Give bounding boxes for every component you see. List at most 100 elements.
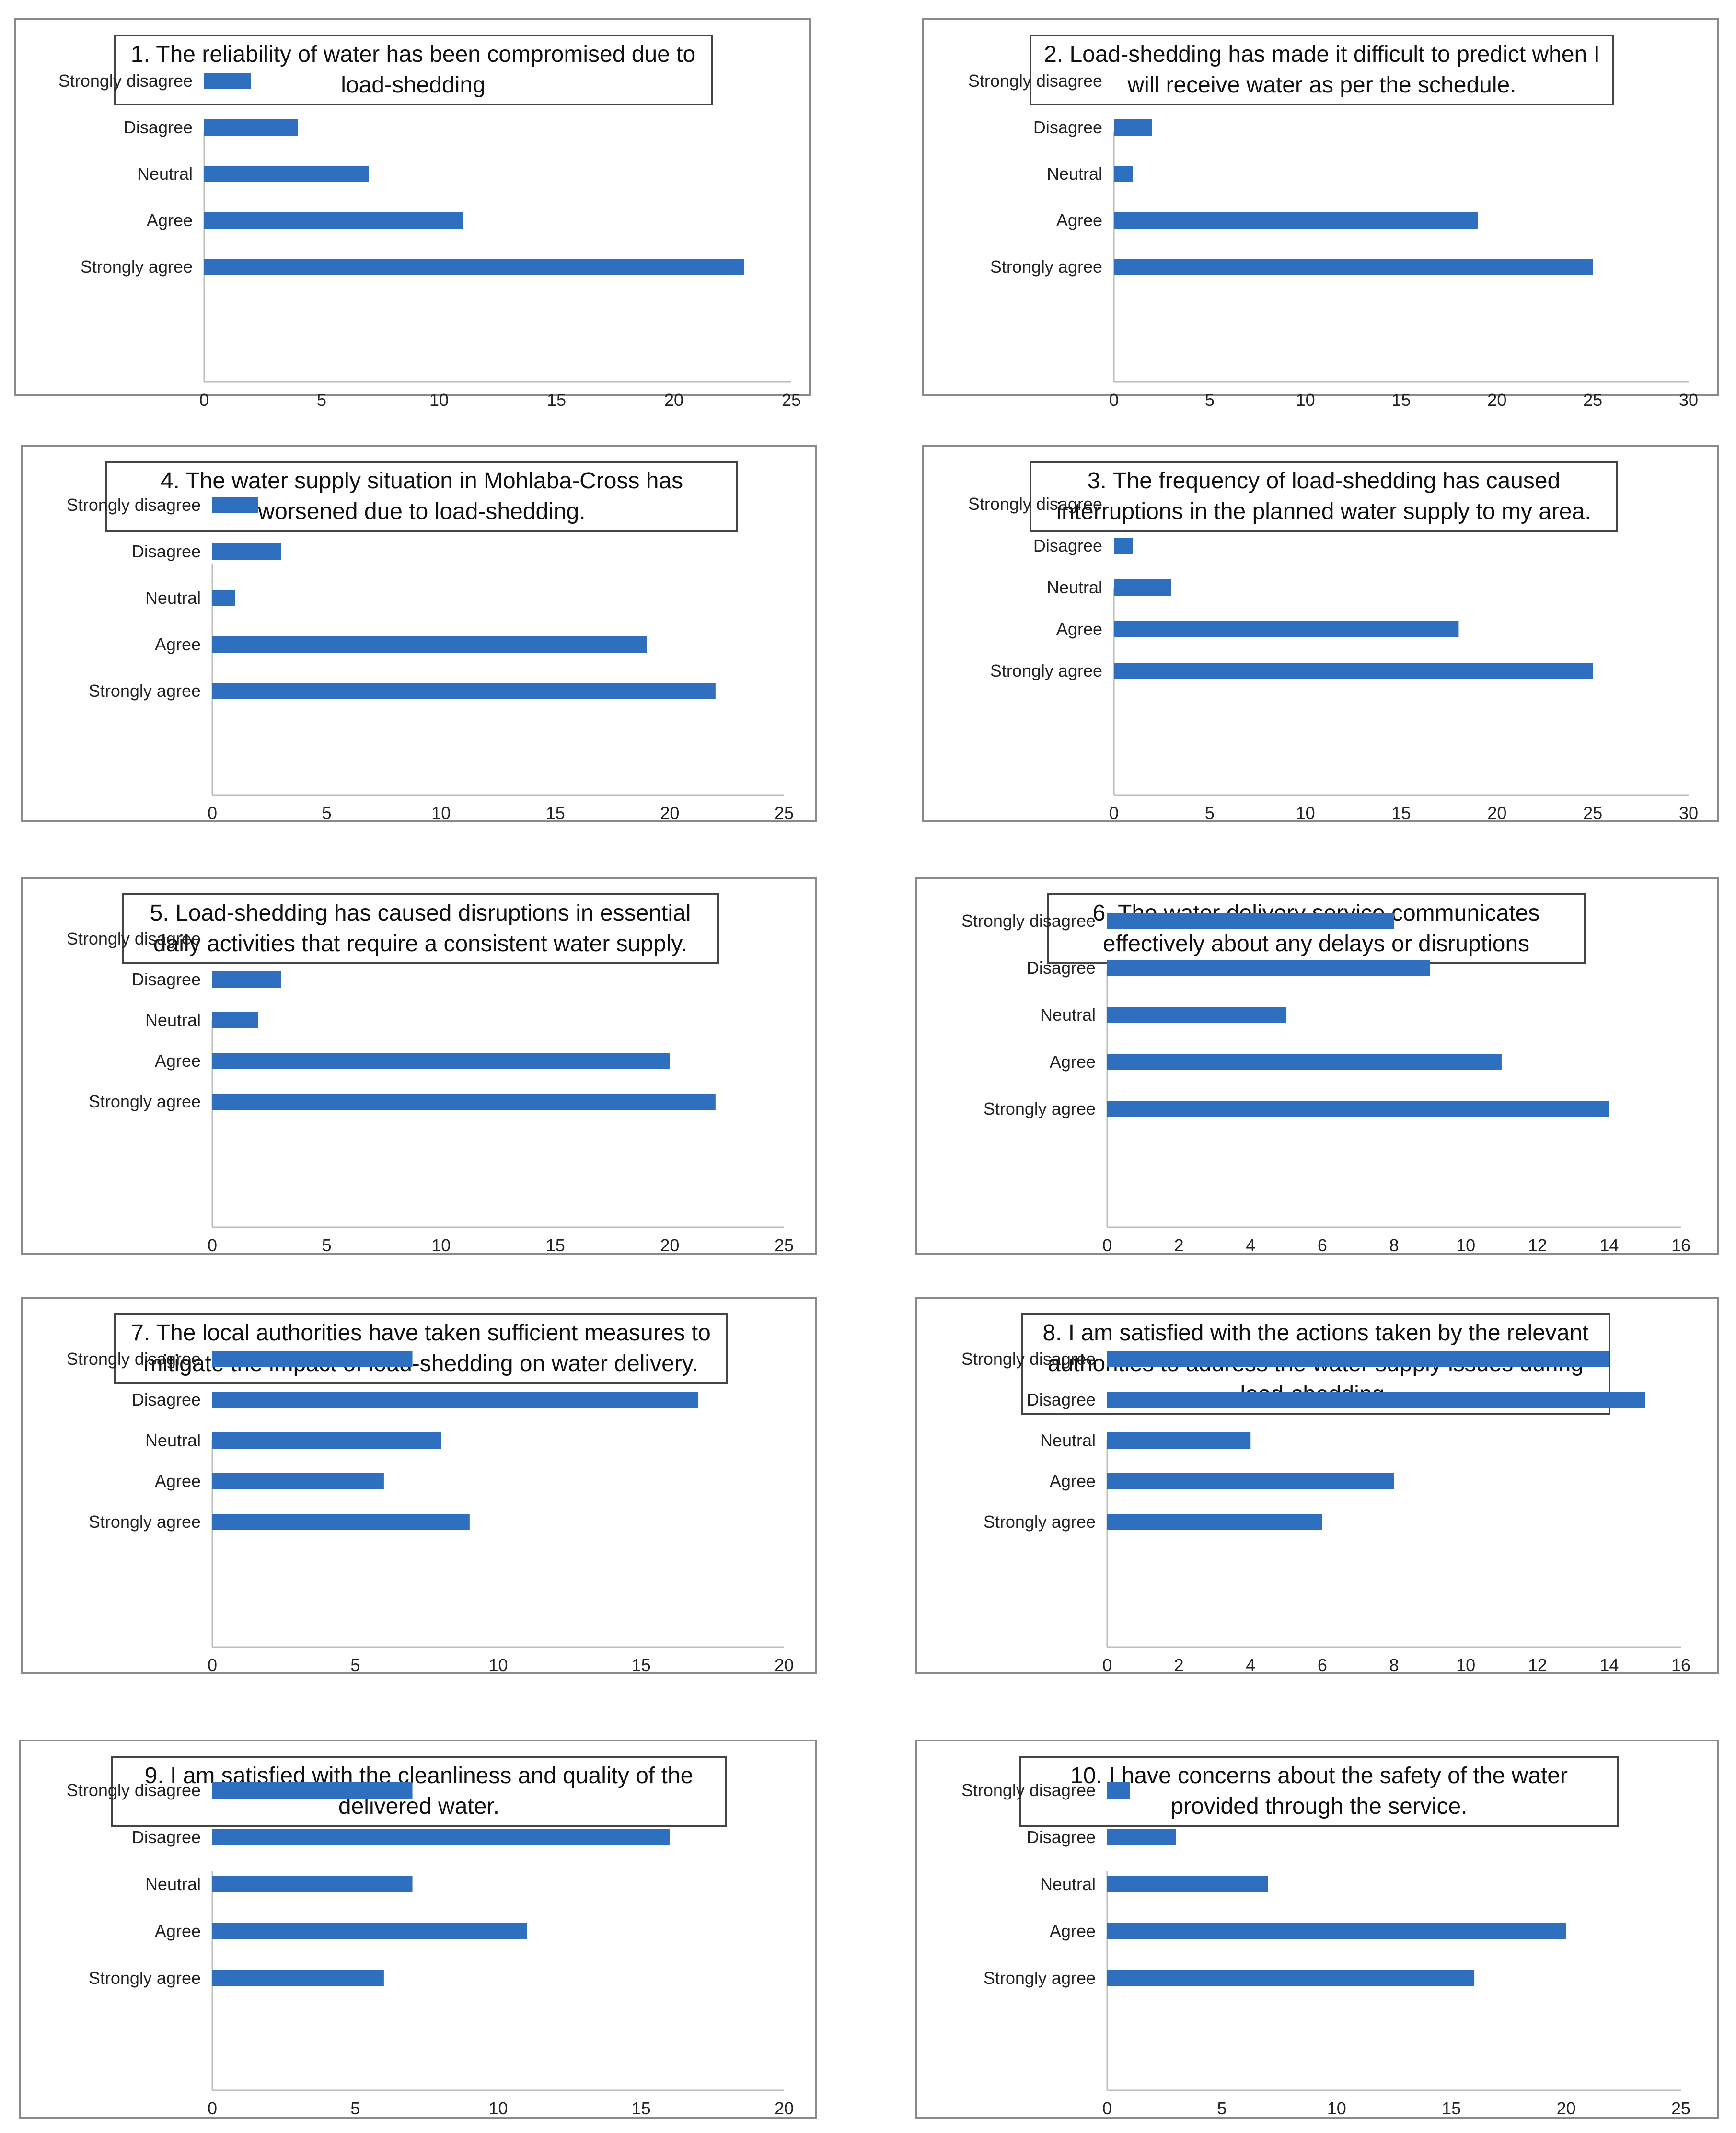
category-label: Disagree [132,542,201,561]
chart-panel-2: 2. Load-shedding has made it difficult t… [922,18,1719,410]
category-label: Agree [155,634,201,654]
category-label: Strongly disagree [968,494,1102,514]
bar [1107,1923,1566,1939]
bar [212,636,647,653]
x-tick-label: 2 [1174,1235,1184,1255]
x-tick-label: 8 [1389,1655,1399,1675]
bar [1107,1473,1394,1489]
category-label: Neutral [1040,1005,1096,1025]
x-tick-label: 0 [208,1235,217,1255]
x-tick-label: 16 [1671,1655,1690,1675]
x-tick-label: 30 [1679,803,1698,823]
x-tick-label: 15 [547,390,566,410]
x-tick-label: 14 [1599,1655,1619,1675]
x-tick-label: 12 [1528,1235,1547,1255]
chart-svg: Strongly disagree Disagree Neutral Agree Str… [961,911,1690,1255]
category-label: Neutral [1047,577,1102,597]
x-tick-label: 20 [1557,2098,1576,2118]
bar [212,1923,527,1939]
category-label: Disagree [1027,1827,1096,1847]
x-tick-label: 0 [1109,390,1119,410]
x-tick-label: 10 [1296,803,1315,823]
category-label: Disagree [1027,958,1096,978]
bar [1107,913,1394,929]
category-label: Strongly disagree [961,1349,1096,1369]
chart-panel-1: 1. The reliability of water has been com… [14,18,811,410]
category-label: Disagree [124,117,193,137]
x-tick-label: 20 [660,1235,679,1255]
category-label: Neutral [145,1430,201,1450]
category-label: Agree [155,1051,201,1071]
x-tick-label: 15 [546,803,565,823]
x-tick-label: 25 [782,390,801,410]
category-label: Strongly disagree [968,71,1102,91]
x-tick-label: 10 [1456,1655,1475,1675]
category-label: Disagree [1027,1390,1096,1409]
category-label: Agree [1050,1471,1096,1491]
x-tick-label: 15 [1391,390,1411,410]
category-label: Strongly agree [89,1512,201,1532]
x-tick-label: 5 [350,1655,360,1675]
x-tick-label: 10 [431,803,451,823]
category-label: Disagree [1033,536,1102,555]
x-tick-label: 5 [1205,803,1215,823]
x-tick-label: 6 [1318,1655,1327,1675]
x-tick-label: 25 [1583,803,1602,823]
x-tick-label: 10 [1296,390,1315,410]
x-tick-label: 5 [322,803,332,823]
chart-svg: Strongly disagree Disagree Neutral Agree Str… [961,1349,1690,1675]
category-label: Strongly agree [89,1092,201,1111]
category-label: Strongly disagree [961,911,1096,931]
bar [204,212,463,229]
category-label: Strongly disagree [67,495,201,515]
bar [212,1829,670,1845]
x-tick-label: 25 [1583,390,1602,410]
x-tick-label: 5 [350,2098,360,2118]
chart-panel-4: 3. The frequency of load-shedding has ca… [922,445,1719,823]
category-label: Disagree [1033,117,1102,137]
chart-svg: Strongly disagree Disagree Neutral Agree Str… [58,71,801,410]
x-tick-label: 0 [208,803,217,823]
x-tick-label: 16 [1671,1235,1690,1255]
bar [204,119,298,136]
bar [212,590,235,606]
category-label: Strongly agree [984,1099,1096,1118]
category-label: Strongly disagree [961,1780,1096,1800]
bar [212,1012,258,1028]
bar [212,1473,384,1489]
x-tick-label: 10 [431,1235,451,1255]
x-tick-label: 8 [1389,1235,1399,1255]
bar [212,1053,670,1069]
chart-panel-9: 9. I am satisfied with the cleanliness a… [19,1740,817,2119]
category-label: Neutral [1047,164,1102,184]
bar [1107,1432,1251,1449]
bar [212,1876,413,1892]
bar [204,259,744,275]
x-tick-label: 5 [1217,2098,1227,2118]
x-tick-label: 10 [1456,1235,1475,1255]
category-label: Neutral [1040,1874,1096,1894]
bar [212,971,281,988]
category-label: Strongly agree [89,1968,201,1988]
x-tick-label: 15 [632,1655,651,1675]
category-label: Agree [155,1471,201,1491]
x-tick-label: 0 [1102,1235,1112,1255]
bar [1107,1101,1609,1117]
bar [1114,212,1478,229]
chart-svg: Strongly disagree Disagree Neutral Agree Str… [67,1780,794,2118]
x-tick-label: 15 [632,2098,651,2118]
bar [1107,1514,1322,1530]
x-tick-label: 20 [775,2098,794,2118]
x-tick-label: 5 [1205,390,1215,410]
category-label: Disagree [132,1827,201,1847]
bar [1114,259,1593,275]
x-tick-label: 15 [1442,2098,1461,2118]
x-tick-label: 20 [1487,390,1506,410]
category-label: Disagree [132,969,201,989]
x-tick-label: 15 [1391,803,1411,823]
x-tick-label: 0 [1109,803,1119,823]
x-tick-label: 25 [775,803,794,823]
bar [212,1351,413,1367]
chart-panel-5: 5. Load-shedding has caused disruptions … [21,877,817,1255]
bar [1107,1007,1287,1023]
